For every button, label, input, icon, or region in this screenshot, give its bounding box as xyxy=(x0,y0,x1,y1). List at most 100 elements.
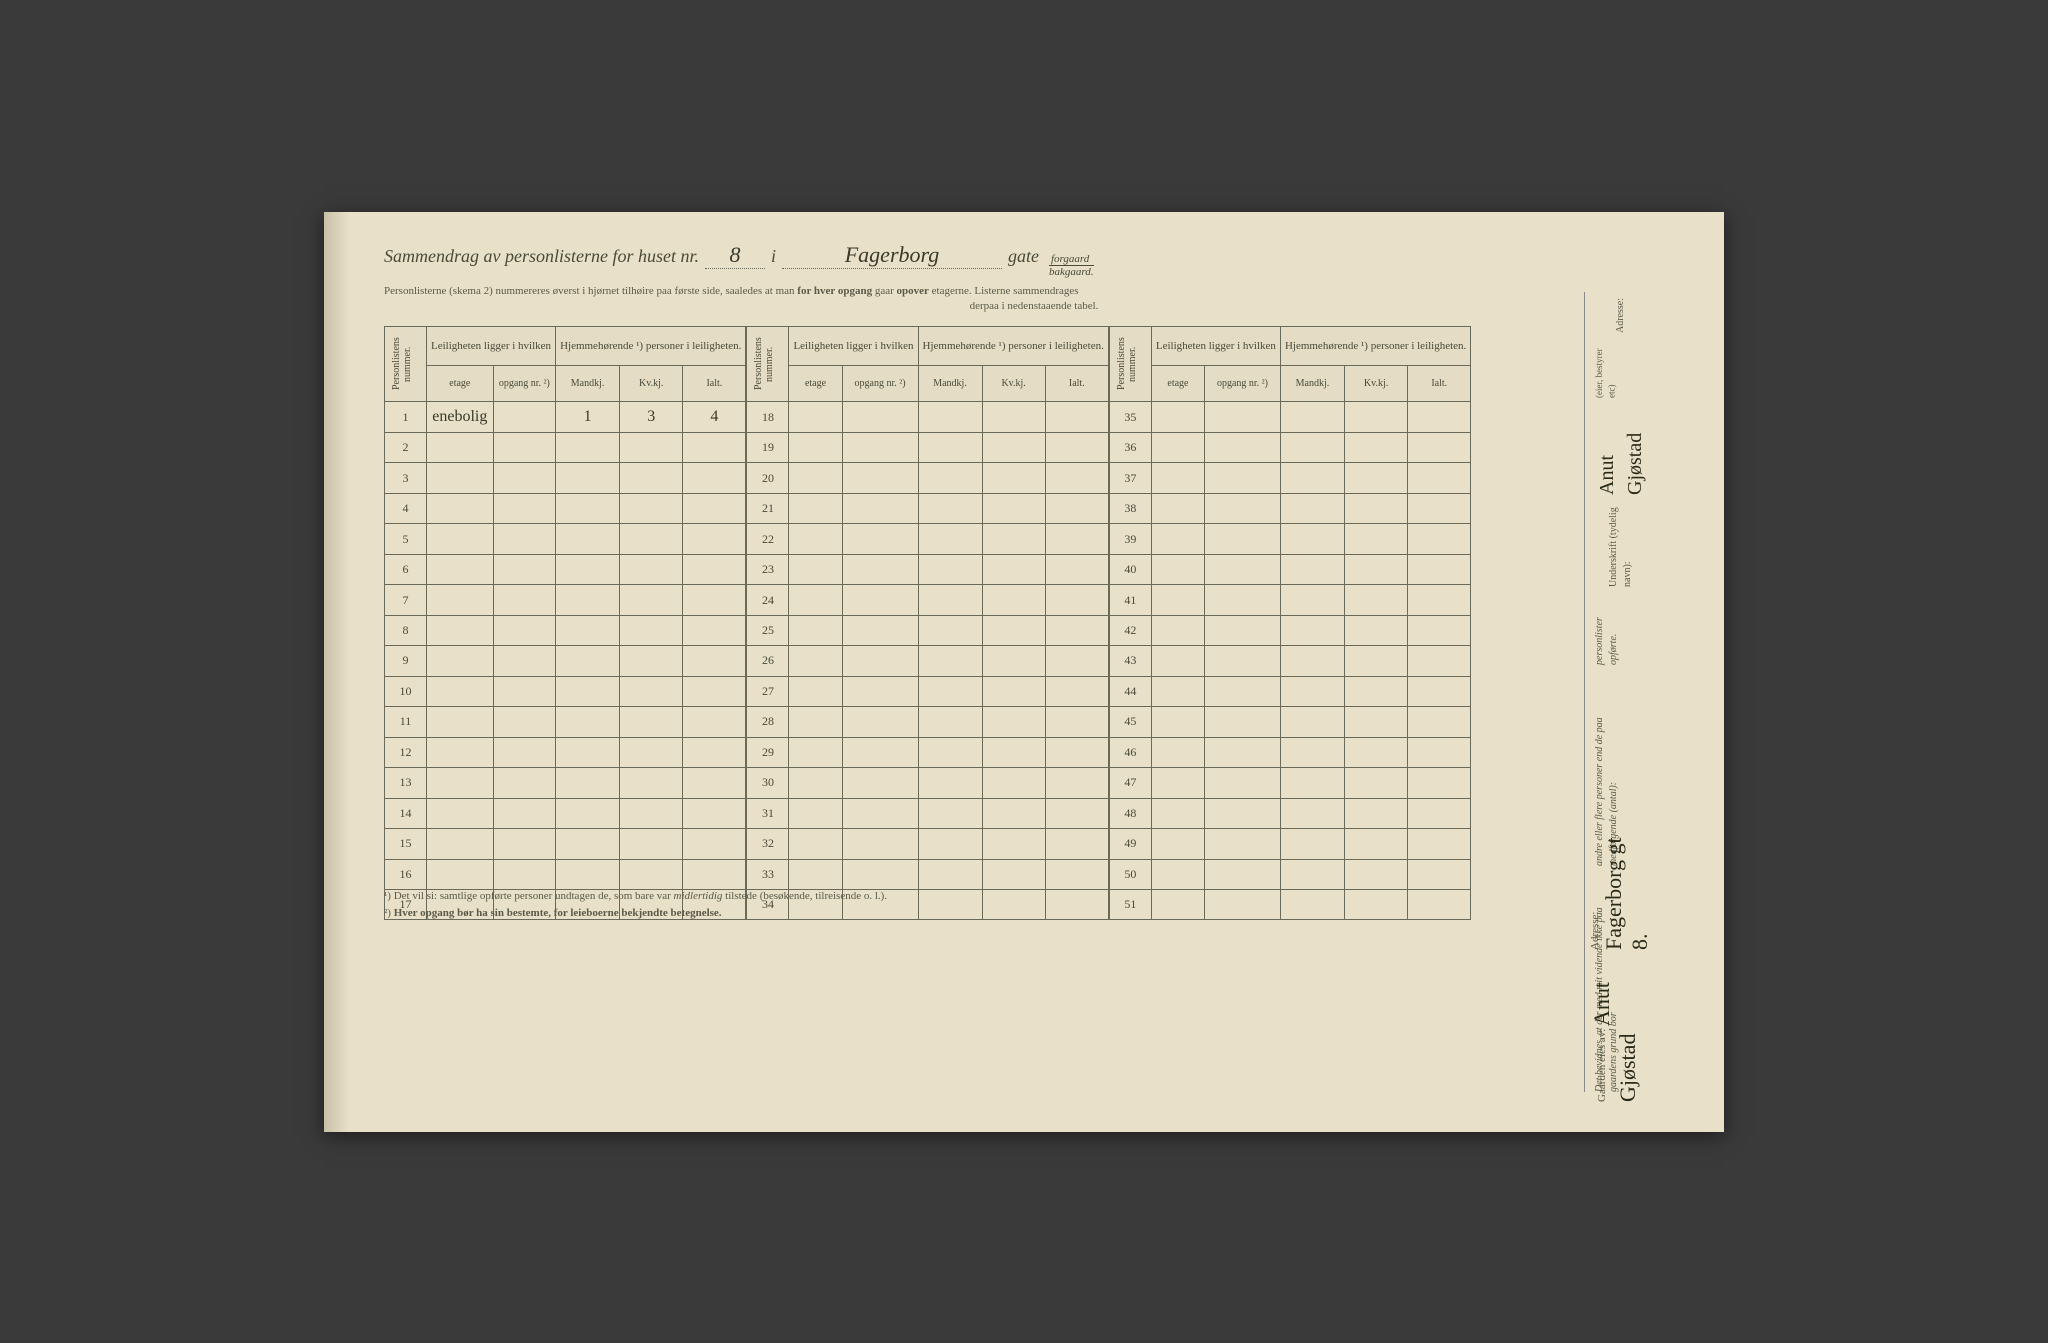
eier-label: (eier, bestyrer etc) xyxy=(1593,345,1649,398)
sub-etage-2: etage xyxy=(789,366,842,402)
instr-1d: opover xyxy=(897,285,929,297)
table-cell xyxy=(789,646,842,676)
table-cell xyxy=(620,585,683,615)
table-cell xyxy=(620,432,683,462)
house-number-field: 8 xyxy=(705,242,765,269)
table-cell xyxy=(789,676,842,706)
table-cell xyxy=(789,859,842,889)
row-number: 41 xyxy=(1109,585,1151,615)
col-leiligheten-2: Leiligheten ligger i hvilken xyxy=(789,327,918,366)
row-number: 31 xyxy=(747,798,789,828)
row-number: 27 xyxy=(747,676,789,706)
table-row: 46 xyxy=(1109,737,1470,767)
block2-body: 1819202122232425262728293031323334 xyxy=(747,402,1108,920)
table-cell xyxy=(1345,829,1408,859)
table-row: 28 xyxy=(747,707,1108,737)
sub-ialt: Ialt. xyxy=(683,366,746,402)
table-cell xyxy=(1280,524,1344,554)
table-cell xyxy=(982,707,1045,737)
row-number: 6 xyxy=(385,554,427,584)
gaard-label: Gaarden eies av: xyxy=(1596,1028,1608,1101)
table-cell xyxy=(1204,646,1280,676)
row-number: 29 xyxy=(747,737,789,767)
table-row: 25 xyxy=(747,615,1108,645)
row-number: 35 xyxy=(1109,402,1151,432)
table-cell xyxy=(620,463,683,493)
table-cell xyxy=(1408,707,1471,737)
bakgaard-label: bakgaard. xyxy=(1049,266,1094,278)
table-cell xyxy=(683,707,746,737)
table-row: 8 xyxy=(385,615,746,645)
table-cell xyxy=(493,432,555,462)
table-cell xyxy=(1408,463,1471,493)
table-cell xyxy=(842,737,918,767)
table-cell xyxy=(1151,585,1204,615)
signature-field: Anut Gjøstad xyxy=(1593,409,1649,495)
table-cell xyxy=(1280,859,1344,889)
table-cell xyxy=(620,493,683,523)
table-cell: 3 xyxy=(620,402,683,432)
table-cell xyxy=(918,889,982,920)
table-cell xyxy=(842,829,918,859)
table-row: 33 xyxy=(747,859,1108,889)
table-row: 3 xyxy=(385,463,746,493)
sub-etage-3: etage xyxy=(1151,366,1204,402)
row-number: 3 xyxy=(385,463,427,493)
table-cell xyxy=(1345,615,1408,645)
table-cell xyxy=(789,432,842,462)
table-cell xyxy=(556,615,620,645)
census-table-block-3: Personlistens nummer. Leiligheten ligger… xyxy=(1109,326,1471,920)
table-cell xyxy=(789,585,842,615)
table-row: 30 xyxy=(747,768,1108,798)
f2b: Hver opgang bør ha sin bestemte, for lei… xyxy=(394,907,722,919)
table-row: 32 xyxy=(747,829,1108,859)
row-number: 16 xyxy=(385,859,427,889)
row-number: 32 xyxy=(747,829,789,859)
row-number: 44 xyxy=(1109,676,1151,706)
table-row: 12 xyxy=(385,737,746,767)
table-cell xyxy=(1045,432,1108,462)
table-cell xyxy=(683,463,746,493)
table-row: 29 xyxy=(747,737,1108,767)
table-cell xyxy=(1045,402,1108,432)
row-number: 22 xyxy=(747,524,789,554)
row-number: 21 xyxy=(747,493,789,523)
table-row: 43 xyxy=(1109,646,1470,676)
table-cell xyxy=(427,615,494,645)
table-row: 5 xyxy=(385,524,746,554)
table-cell xyxy=(789,798,842,828)
table-cell xyxy=(1345,889,1408,920)
table-cell xyxy=(1204,463,1280,493)
table-cell xyxy=(982,859,1045,889)
table-cell xyxy=(1408,646,1471,676)
census-table-block-1: Personlistens nummer. Leiligheten ligger… xyxy=(384,326,746,920)
owner-signature-block: Gaarden eies av: Anut Gjøstad Adresse: F… xyxy=(1589,822,1684,1102)
table-cell xyxy=(1045,707,1108,737)
table-cell xyxy=(427,737,494,767)
table-cell xyxy=(620,646,683,676)
table-row: 10 xyxy=(385,676,746,706)
table-row: 47 xyxy=(1109,768,1470,798)
instructions: Personlisterne (skema 2) nummereres øver… xyxy=(384,284,1684,315)
table-cell xyxy=(1345,402,1408,432)
table-cell xyxy=(427,829,494,859)
table-cell xyxy=(1151,554,1204,584)
table-cell xyxy=(1204,889,1280,920)
table-cell xyxy=(620,737,683,767)
row-number: 7 xyxy=(385,585,427,615)
table-cell xyxy=(1204,676,1280,706)
table-cell xyxy=(1151,737,1204,767)
table-cell xyxy=(1408,554,1471,584)
table-cell xyxy=(789,768,842,798)
f1c: tilstede (besøkende, tilreisende o. l.). xyxy=(725,890,887,902)
table-cell xyxy=(493,859,555,889)
row-number: 12 xyxy=(385,737,427,767)
table-row: 44 xyxy=(1109,676,1470,706)
row-number: 23 xyxy=(747,554,789,584)
table-cell xyxy=(1280,615,1344,645)
table-row: 19 xyxy=(747,432,1108,462)
col-personlistens: Personlistens nummer. xyxy=(389,329,415,399)
table-cell xyxy=(427,768,494,798)
table-cell xyxy=(427,524,494,554)
table-row: 6 xyxy=(385,554,746,584)
